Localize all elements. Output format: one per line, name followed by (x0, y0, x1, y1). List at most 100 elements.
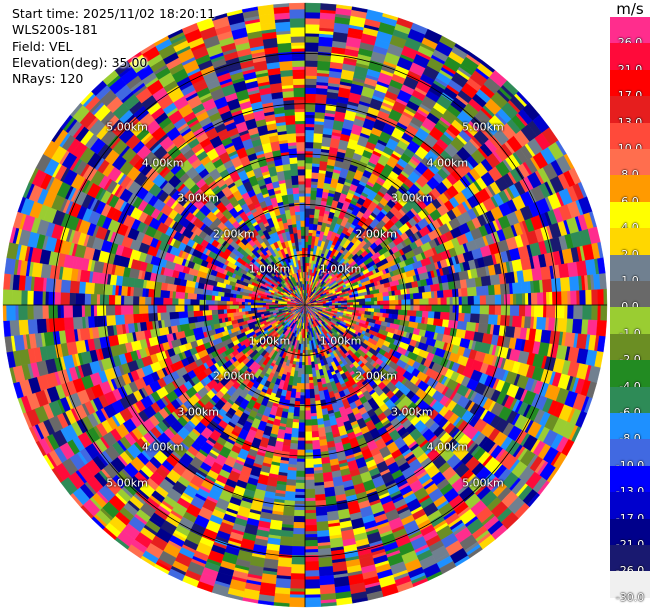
velocity-gate (313, 141, 323, 150)
velocity-gate (561, 291, 568, 306)
velocity-gate (316, 75, 330, 83)
velocity-gate (322, 471, 334, 483)
velocity-gate (293, 521, 306, 529)
velocity-gate (18, 319, 29, 336)
velocity-gate (304, 205, 311, 209)
velocity-gate (413, 304, 417, 312)
velocity-gate (304, 524, 318, 532)
velocity-gate (308, 376, 314, 381)
velocity-gate (304, 473, 315, 478)
velocity-gate (536, 316, 547, 331)
velocity-gate (382, 291, 390, 298)
velocity-gate (238, 301, 242, 306)
velocity-gate (304, 561, 320, 571)
velocity-gate (304, 389, 311, 399)
velocity-gate (304, 162, 313, 170)
velocity-gate (458, 296, 463, 306)
velocity-gate (316, 521, 329, 532)
velocity-gate (300, 374, 306, 384)
velocity-gate (26, 304, 34, 320)
velocity-gate (279, 536, 294, 547)
velocity-gate (304, 579, 321, 590)
velocity-gate (401, 299, 411, 306)
velocity-gate (72, 304, 83, 318)
velocity-gate (458, 304, 463, 314)
velocity-gate (460, 287, 469, 297)
velocity-gate (569, 276, 580, 292)
velocity-gate (149, 327, 161, 338)
velocity-gate (295, 470, 306, 478)
velocity-gate (5, 304, 16, 321)
velocity-gate (307, 364, 313, 375)
velocity-gate (42, 291, 46, 306)
velocity-gate (171, 297, 179, 306)
velocity-gate (597, 289, 605, 306)
velocity-gate (570, 290, 578, 306)
velocity-gate (304, 588, 321, 596)
velocity-gate (480, 275, 492, 287)
velocity-gate (304, 60, 319, 67)
velocity-gate (317, 60, 331, 71)
velocity-gate (314, 394, 321, 402)
velocity-gate (286, 469, 297, 481)
velocity-gate (60, 304, 64, 319)
velocity-gate (64, 329, 76, 344)
velocity-gate (304, 509, 317, 514)
velocity-gate (489, 274, 501, 286)
velocity-gate (579, 290, 587, 306)
velocity-gate (178, 317, 189, 326)
velocity-gate (587, 319, 598, 336)
velocity-gate (304, 11, 321, 19)
velocity-gate (308, 382, 315, 390)
velocity-gate (81, 304, 86, 317)
velocity-gate (11, 289, 22, 306)
velocity-gate (226, 304, 230, 310)
velocity-gate (328, 525, 342, 537)
velocity-gate (275, 578, 291, 589)
velocity-gate (153, 288, 162, 298)
velocity-gate (290, 564, 306, 574)
velocity-gate (323, 118, 335, 130)
velocity-gate (318, 439, 328, 447)
velocity-gate (304, 383, 310, 390)
velocity-gate (304, 374, 310, 384)
velocity-gate (208, 304, 218, 311)
velocity-gate (304, 187, 312, 194)
velocity-gate (295, 479, 306, 484)
radar-ppi-plot (2, 2, 608, 608)
velocity-gate (72, 316, 83, 330)
velocity-gate (327, 449, 338, 461)
velocity-gate (292, 533, 306, 541)
velocity-gate (319, 575, 335, 586)
velocity-gate (99, 294, 110, 306)
velocity-gate (277, 557, 292, 568)
velocity-gate (226, 308, 237, 314)
velocity-gate (289, 442, 298, 450)
velocity-gate (443, 297, 448, 306)
velocity-gate (32, 304, 43, 320)
velocity-gate (309, 388, 316, 399)
velocity-gate (162, 297, 173, 306)
velocity-gate (298, 410, 306, 420)
velocity-gate (543, 292, 547, 306)
velocity-gate (114, 314, 126, 326)
velocity-gate (433, 311, 441, 320)
velocity-gate (247, 301, 251, 306)
velocity-gate (487, 314, 499, 326)
velocity-gate (441, 319, 450, 328)
velocity-gate (291, 546, 306, 556)
velocity-gate (96, 304, 107, 317)
velocity-gate (318, 557, 333, 568)
velocity-gate (304, 135, 315, 143)
velocity-gate (413, 298, 420, 306)
velocity-gate (419, 298, 430, 306)
velocity-gate (63, 316, 74, 331)
velocity-gate (308, 379, 314, 384)
velocity-gate (313, 123, 325, 135)
velocity-gate (465, 321, 477, 333)
velocity-gate (321, 462, 332, 474)
velocity-gate (311, 439, 321, 450)
velocity-gate (296, 461, 306, 472)
velocity-gate (174, 304, 185, 313)
velocity-gate (276, 566, 292, 577)
